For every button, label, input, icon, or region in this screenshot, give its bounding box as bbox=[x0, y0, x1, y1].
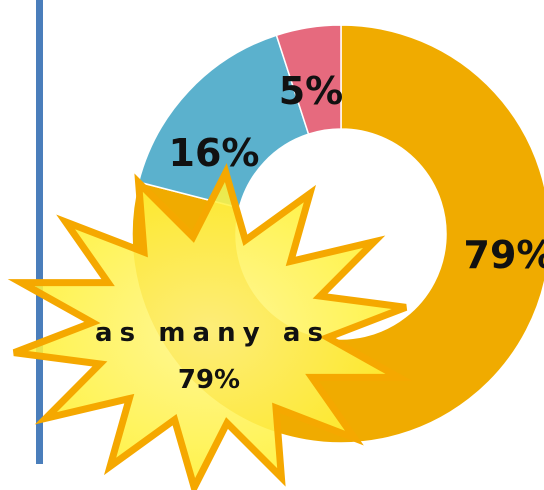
accent-bar bbox=[36, 0, 43, 464]
donut-slice-2 bbox=[275, 24, 342, 136]
donut-slice-1 bbox=[137, 34, 310, 209]
starburst-callout: as many as 79% bbox=[7, 163, 413, 490]
callout-line-2: 79% bbox=[178, 365, 240, 395]
slice-label-medium: 16% bbox=[169, 131, 260, 175]
slice-label-small: 5% bbox=[279, 69, 344, 113]
slice-label-large: 79% bbox=[464, 233, 544, 277]
starburst-shape bbox=[7, 163, 413, 490]
callout-line-1: as many as bbox=[95, 318, 323, 348]
